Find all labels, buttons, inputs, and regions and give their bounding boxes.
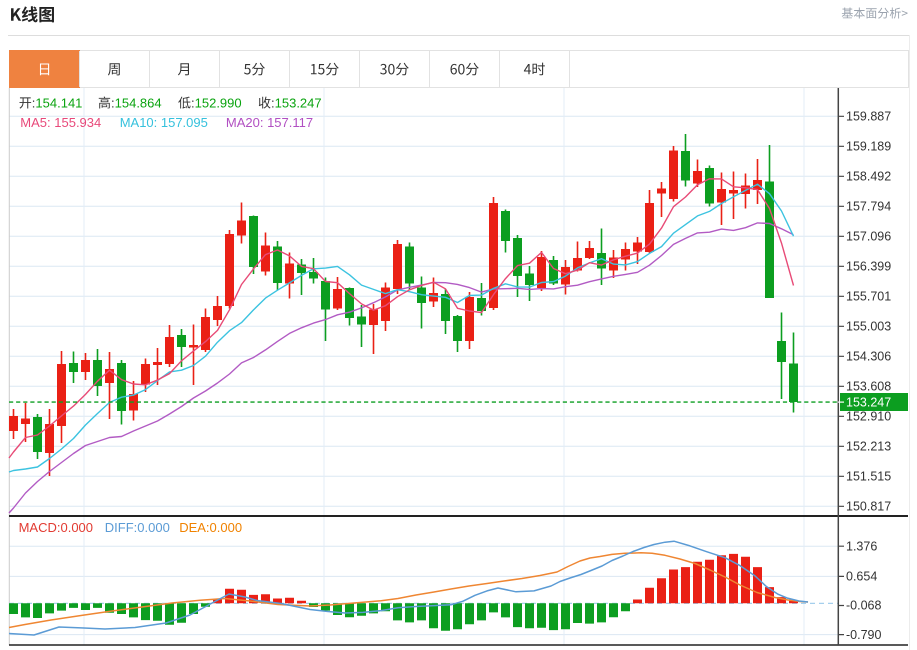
svg-text:152.213: 152.213 bbox=[846, 440, 891, 454]
svg-text:152.910: 152.910 bbox=[846, 410, 891, 424]
svg-text:DIFF:0.000: DIFF:0.000 bbox=[105, 520, 170, 535]
svg-text:-0.790: -0.790 bbox=[846, 628, 881, 642]
svg-text:155.701: 155.701 bbox=[846, 290, 891, 304]
svg-text:0.654: 0.654 bbox=[846, 570, 877, 584]
svg-text:151.515: 151.515 bbox=[846, 470, 891, 484]
svg-text:156.399: 156.399 bbox=[846, 260, 891, 274]
svg-text:154.306: 154.306 bbox=[846, 350, 891, 364]
svg-text:157.096: 157.096 bbox=[846, 230, 891, 244]
svg-text:153.247: 153.247 bbox=[846, 396, 891, 410]
svg-text::154.141: :154.141 bbox=[32, 96, 83, 111]
svg-text::153.247: :153.247 bbox=[271, 96, 322, 111]
svg-text:MA5: 155.934: MA5: 155.934 bbox=[20, 115, 101, 130]
svg-text::152.990: :152.990 bbox=[191, 96, 242, 111]
svg-text:158.492: 158.492 bbox=[846, 170, 891, 184]
svg-text:159.189: 159.189 bbox=[846, 140, 891, 154]
svg-text:MA10: 157.095: MA10: 157.095 bbox=[120, 115, 208, 130]
svg-text:153.608: 153.608 bbox=[846, 380, 891, 394]
svg-text:MACD:0.000: MACD:0.000 bbox=[19, 520, 93, 535]
svg-text:159.887: 159.887 bbox=[846, 110, 891, 124]
svg-text:1.376: 1.376 bbox=[846, 539, 877, 553]
svg-text:157.794: 157.794 bbox=[846, 200, 891, 214]
svg-text:150.817: 150.817 bbox=[846, 500, 891, 514]
svg-text:MA20: 157.117: MA20: 157.117 bbox=[226, 115, 313, 130]
svg-text:155.003: 155.003 bbox=[846, 320, 891, 334]
svg-text:DEA:0.000: DEA:0.000 bbox=[179, 520, 242, 535]
svg-text::154.864: :154.864 bbox=[111, 96, 162, 111]
svg-text:-0.068: -0.068 bbox=[846, 599, 881, 613]
